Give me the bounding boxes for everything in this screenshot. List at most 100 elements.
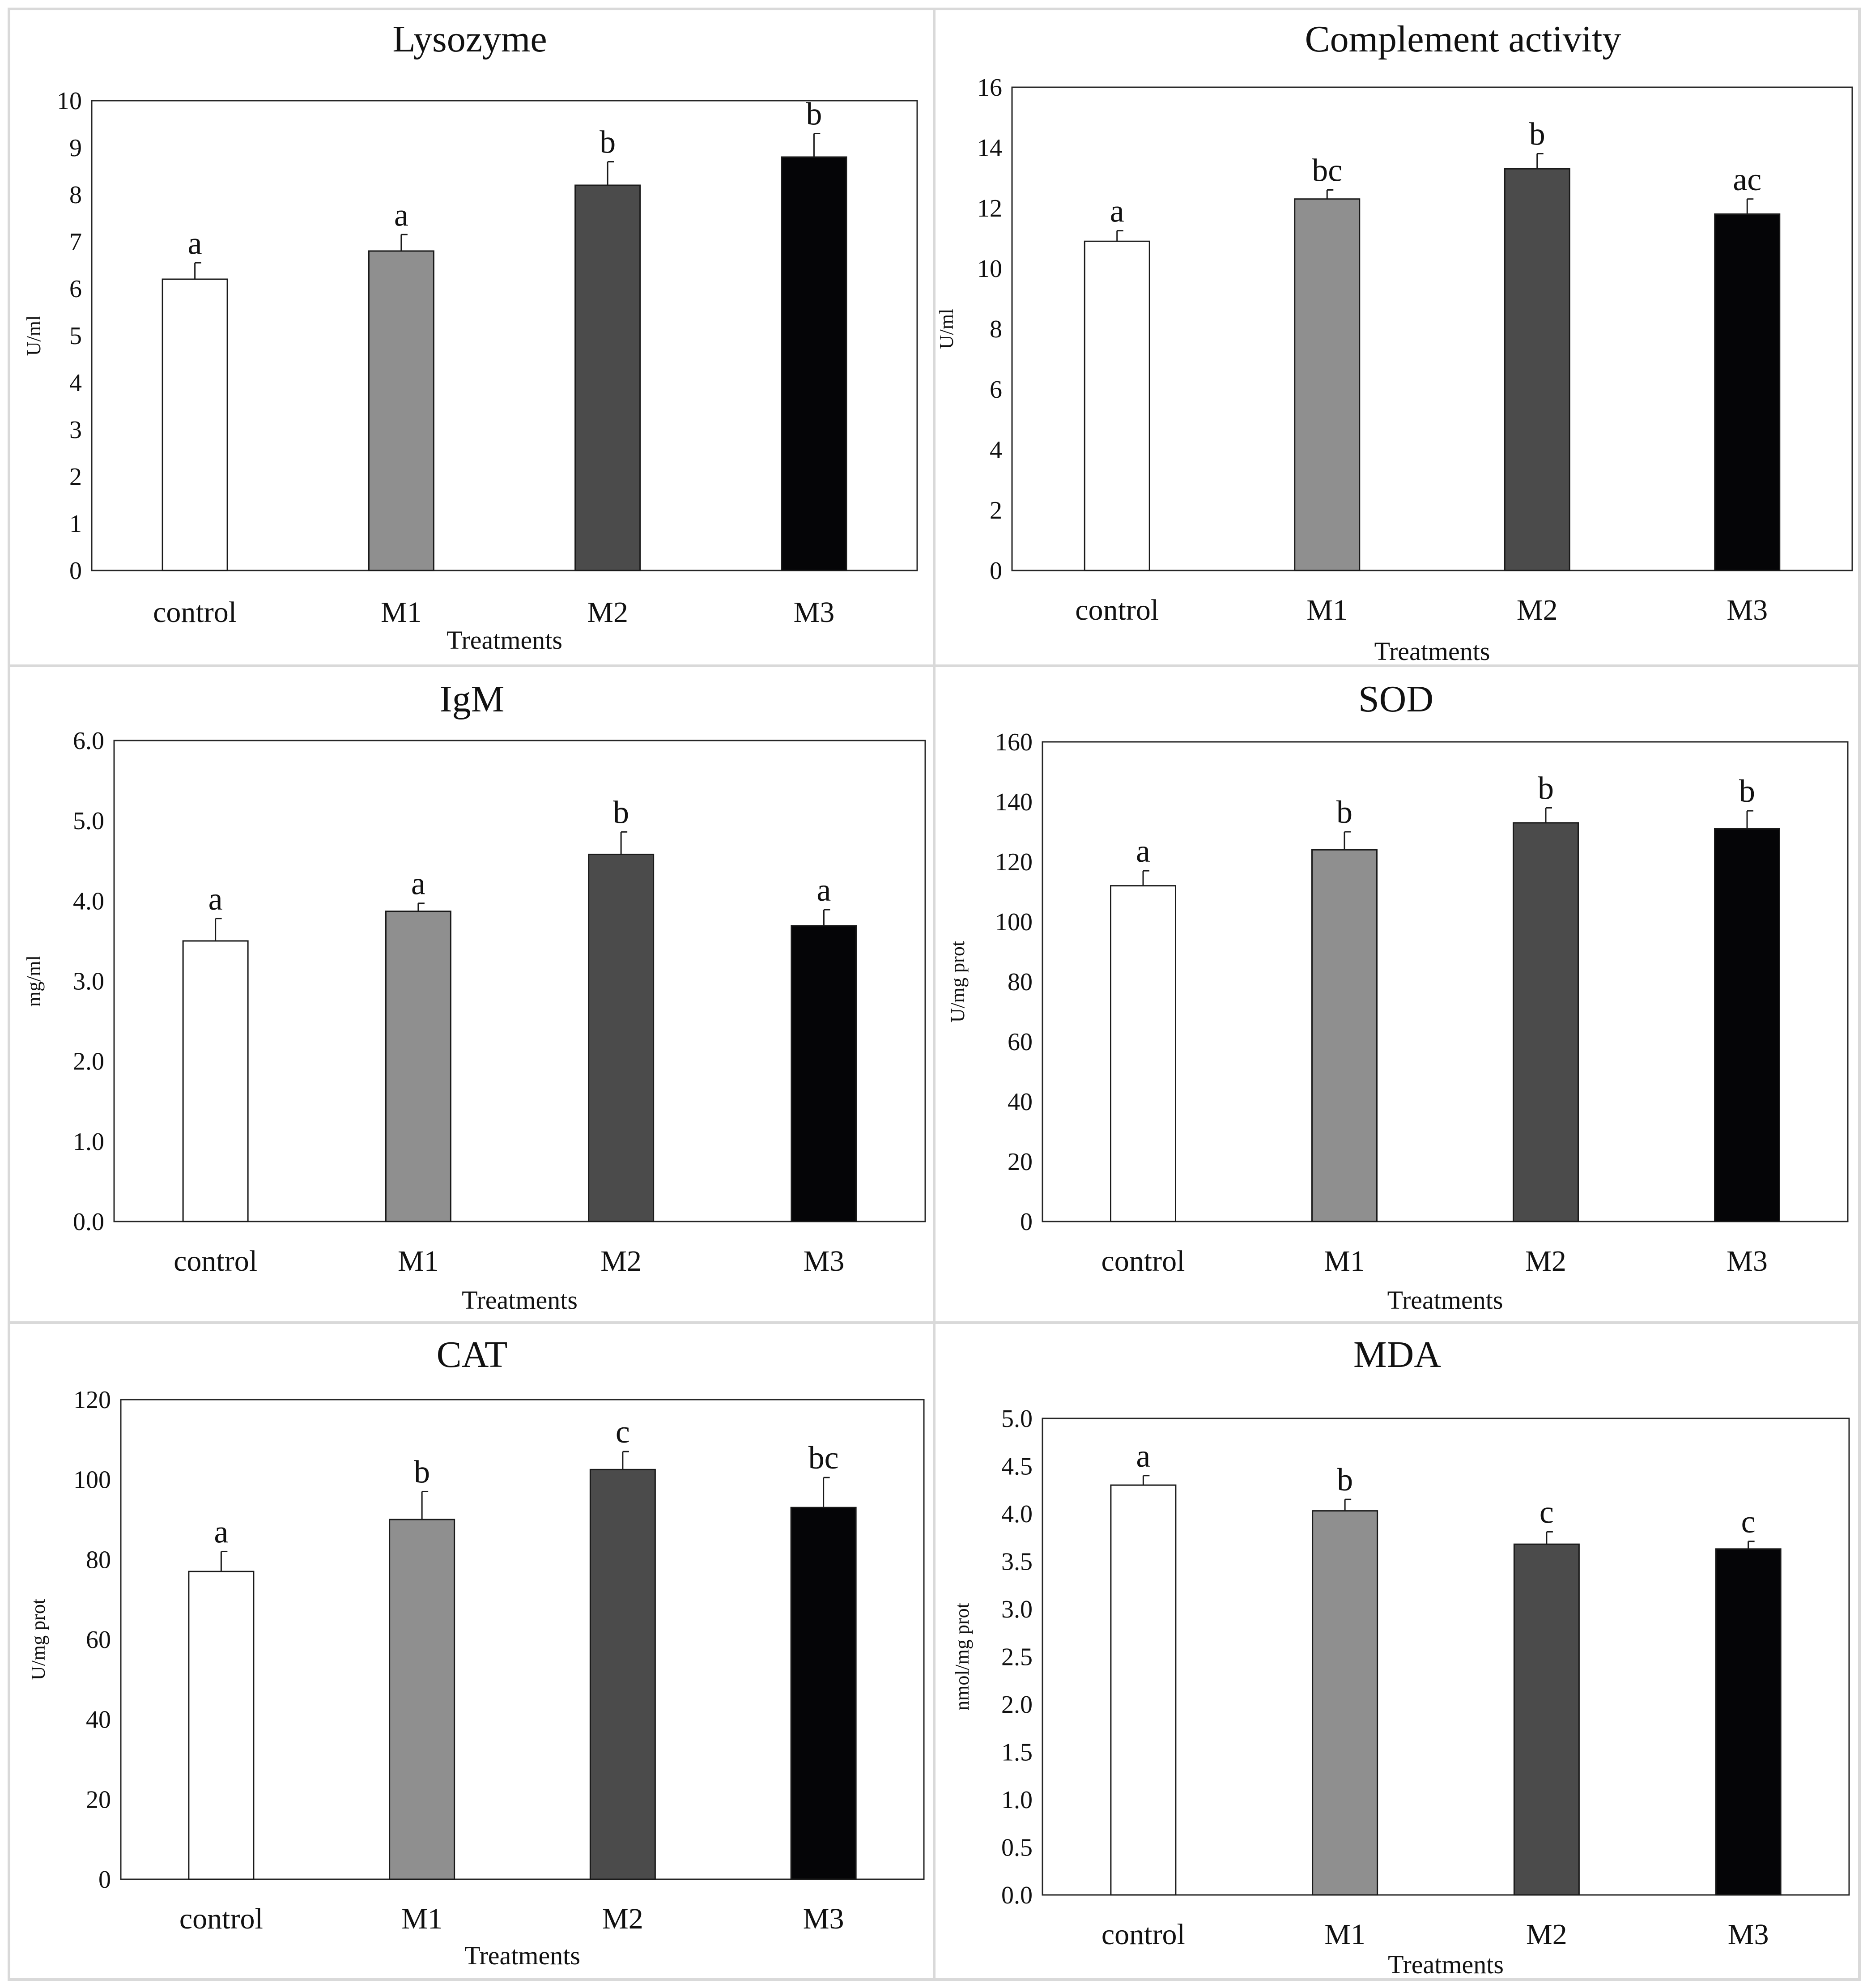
y-tick-label: 3.0 [73, 968, 104, 996]
significance-letter: a [1110, 193, 1124, 229]
significance-letter: a [214, 1514, 228, 1550]
significance-letter: b [1529, 116, 1545, 152]
x-category-label: M3 [794, 596, 835, 629]
bar-m2 [588, 853, 655, 1222]
plot-frame [113, 740, 926, 1222]
bar-m2 [574, 184, 641, 571]
plot-frame [1042, 1418, 1850, 1896]
y-tick-label: 1.0 [1001, 1786, 1033, 1814]
bar-m1 [368, 250, 434, 571]
x-category-label: M3 [1728, 1918, 1769, 1951]
y-tick-label: 120 [73, 1386, 111, 1414]
chart-title: MDA [1353, 1334, 1441, 1375]
x-category-label: M2 [1526, 1918, 1567, 1951]
x-category-label: M1 [1324, 1245, 1365, 1277]
y-tick-label: 3.5 [1001, 1548, 1033, 1576]
y-tick-label: 0.5 [1001, 1834, 1033, 1862]
chart-title: CAT [437, 1334, 508, 1375]
y-tick-label: 0 [98, 1866, 111, 1894]
panel-borders [8, 8, 1861, 1981]
y-tick-label: 3.0 [1001, 1596, 1033, 1623]
x-category-label: control [1075, 594, 1159, 626]
x-category-label: control [179, 1903, 263, 1935]
bar-m1 [1311, 849, 1378, 1222]
panel-cat: CAT 0 20 40 60 80 100 120 U/mg prot a control b M1 c M… [27, 1334, 925, 1970]
y-tick-label: 1 [69, 510, 82, 538]
y-tick-label: 5 [69, 322, 82, 350]
y-tick-label: 2 [990, 497, 1002, 524]
significance-letter: bc [1312, 153, 1342, 188]
significance-letter: b [414, 1454, 430, 1490]
y-tick-label: 0.0 [1001, 1882, 1033, 1909]
significance-letter: b [600, 124, 616, 160]
significance-letter: a [411, 866, 425, 902]
significance-letter: ac [1733, 162, 1761, 197]
y-axis-label: U/mg prot [947, 941, 969, 1022]
bar-m3 [1715, 1548, 1782, 1896]
x-axis-label: Treatments [462, 1286, 578, 1315]
y-tick-label: 1.5 [1001, 1739, 1033, 1767]
y-tick-label: 140 [995, 788, 1033, 816]
y-tick-label: 60 [1008, 1028, 1033, 1056]
y-tick-label: 4 [990, 436, 1002, 464]
x-category-label: M2 [1525, 1245, 1566, 1277]
y-tick-label: 2.5 [1001, 1643, 1033, 1671]
y-tick-label: 0 [69, 557, 82, 585]
x-category-label: M2 [587, 596, 628, 629]
significance-letter: a [208, 881, 223, 917]
plot-frame [1042, 741, 1849, 1222]
significance-letter: a [1136, 833, 1150, 869]
bar-control [182, 940, 249, 1222]
chart-title: IgM [440, 678, 505, 720]
bar-m2 [589, 1469, 656, 1880]
bar-m1 [1294, 198, 1361, 571]
x-category-label: control [1101, 1918, 1185, 1951]
panel-complement-activity: Complement activity 0 2 4 6 8 10 12 14 16 U/ml a con… [936, 18, 1853, 666]
x-axis-label: Treatments [1387, 1286, 1503, 1315]
cell-mda [933, 1321, 1861, 1981]
significance-letter: c [1540, 1494, 1554, 1530]
y-tick-label: 0 [1020, 1208, 1033, 1236]
y-tick-label: 2.0 [1001, 1691, 1033, 1719]
y-tick-label: 0.0 [73, 1208, 104, 1236]
x-category-label: M1 [401, 1903, 442, 1935]
y-tick-label: 8 [990, 315, 1002, 343]
bar-control [188, 1571, 255, 1880]
panel-sod: SOD 0 20 40 60 80 100 120 140 160 U/mg prot a contro… [947, 678, 1849, 1315]
bar-m3 [781, 156, 847, 571]
x-category-label: M2 [1517, 594, 1558, 626]
y-tick-label: 160 [995, 728, 1033, 756]
y-tick-label: 0 [990, 557, 1002, 585]
bar-m2 [1504, 168, 1570, 571]
y-tick-label: 3 [69, 416, 82, 444]
x-category-label: M1 [398, 1245, 439, 1277]
x-axis-label: Treatments [447, 626, 562, 655]
y-tick-label: 100 [995, 908, 1033, 936]
y-tick-label: 1.0 [73, 1128, 104, 1156]
y-tick-label: 14 [977, 134, 1002, 162]
y-tick-label: 4.0 [1001, 1500, 1033, 1528]
panel-lysozyme: Lysozyme 0 1 2 3 4 5 6 7 8 9 10 U/ml a control a M1 b M2 b M… [23, 18, 918, 655]
chart-title: Lysozyme [392, 18, 547, 60]
x-category-label: control [1101, 1245, 1185, 1277]
significance-letter: b [1739, 773, 1755, 809]
y-tick-label: 4.0 [73, 887, 104, 915]
y-tick-label: 5.0 [1001, 1405, 1033, 1433]
bar-control [162, 278, 228, 571]
y-axis-label: U/mg prot [27, 1599, 49, 1680]
significance-letter: b [1336, 794, 1352, 830]
y-axis-label: U/ml [23, 315, 45, 356]
y-tick-label: 6 [990, 376, 1002, 404]
y-tick-label: 2.0 [73, 1048, 104, 1076]
y-tick-label: 10 [57, 87, 82, 115]
plot-frame [1011, 86, 1853, 571]
bar-control [1110, 885, 1176, 1222]
significance-letter: a [817, 872, 831, 908]
bar-m3 [1714, 828, 1780, 1222]
chart-title: Complement activity [1305, 18, 1621, 60]
significance-letter: b [806, 96, 822, 132]
y-tick-label: 20 [1008, 1148, 1033, 1176]
y-tick-label: 80 [86, 1546, 111, 1574]
y-axis-label: nmol/mg prot [951, 1603, 973, 1711]
